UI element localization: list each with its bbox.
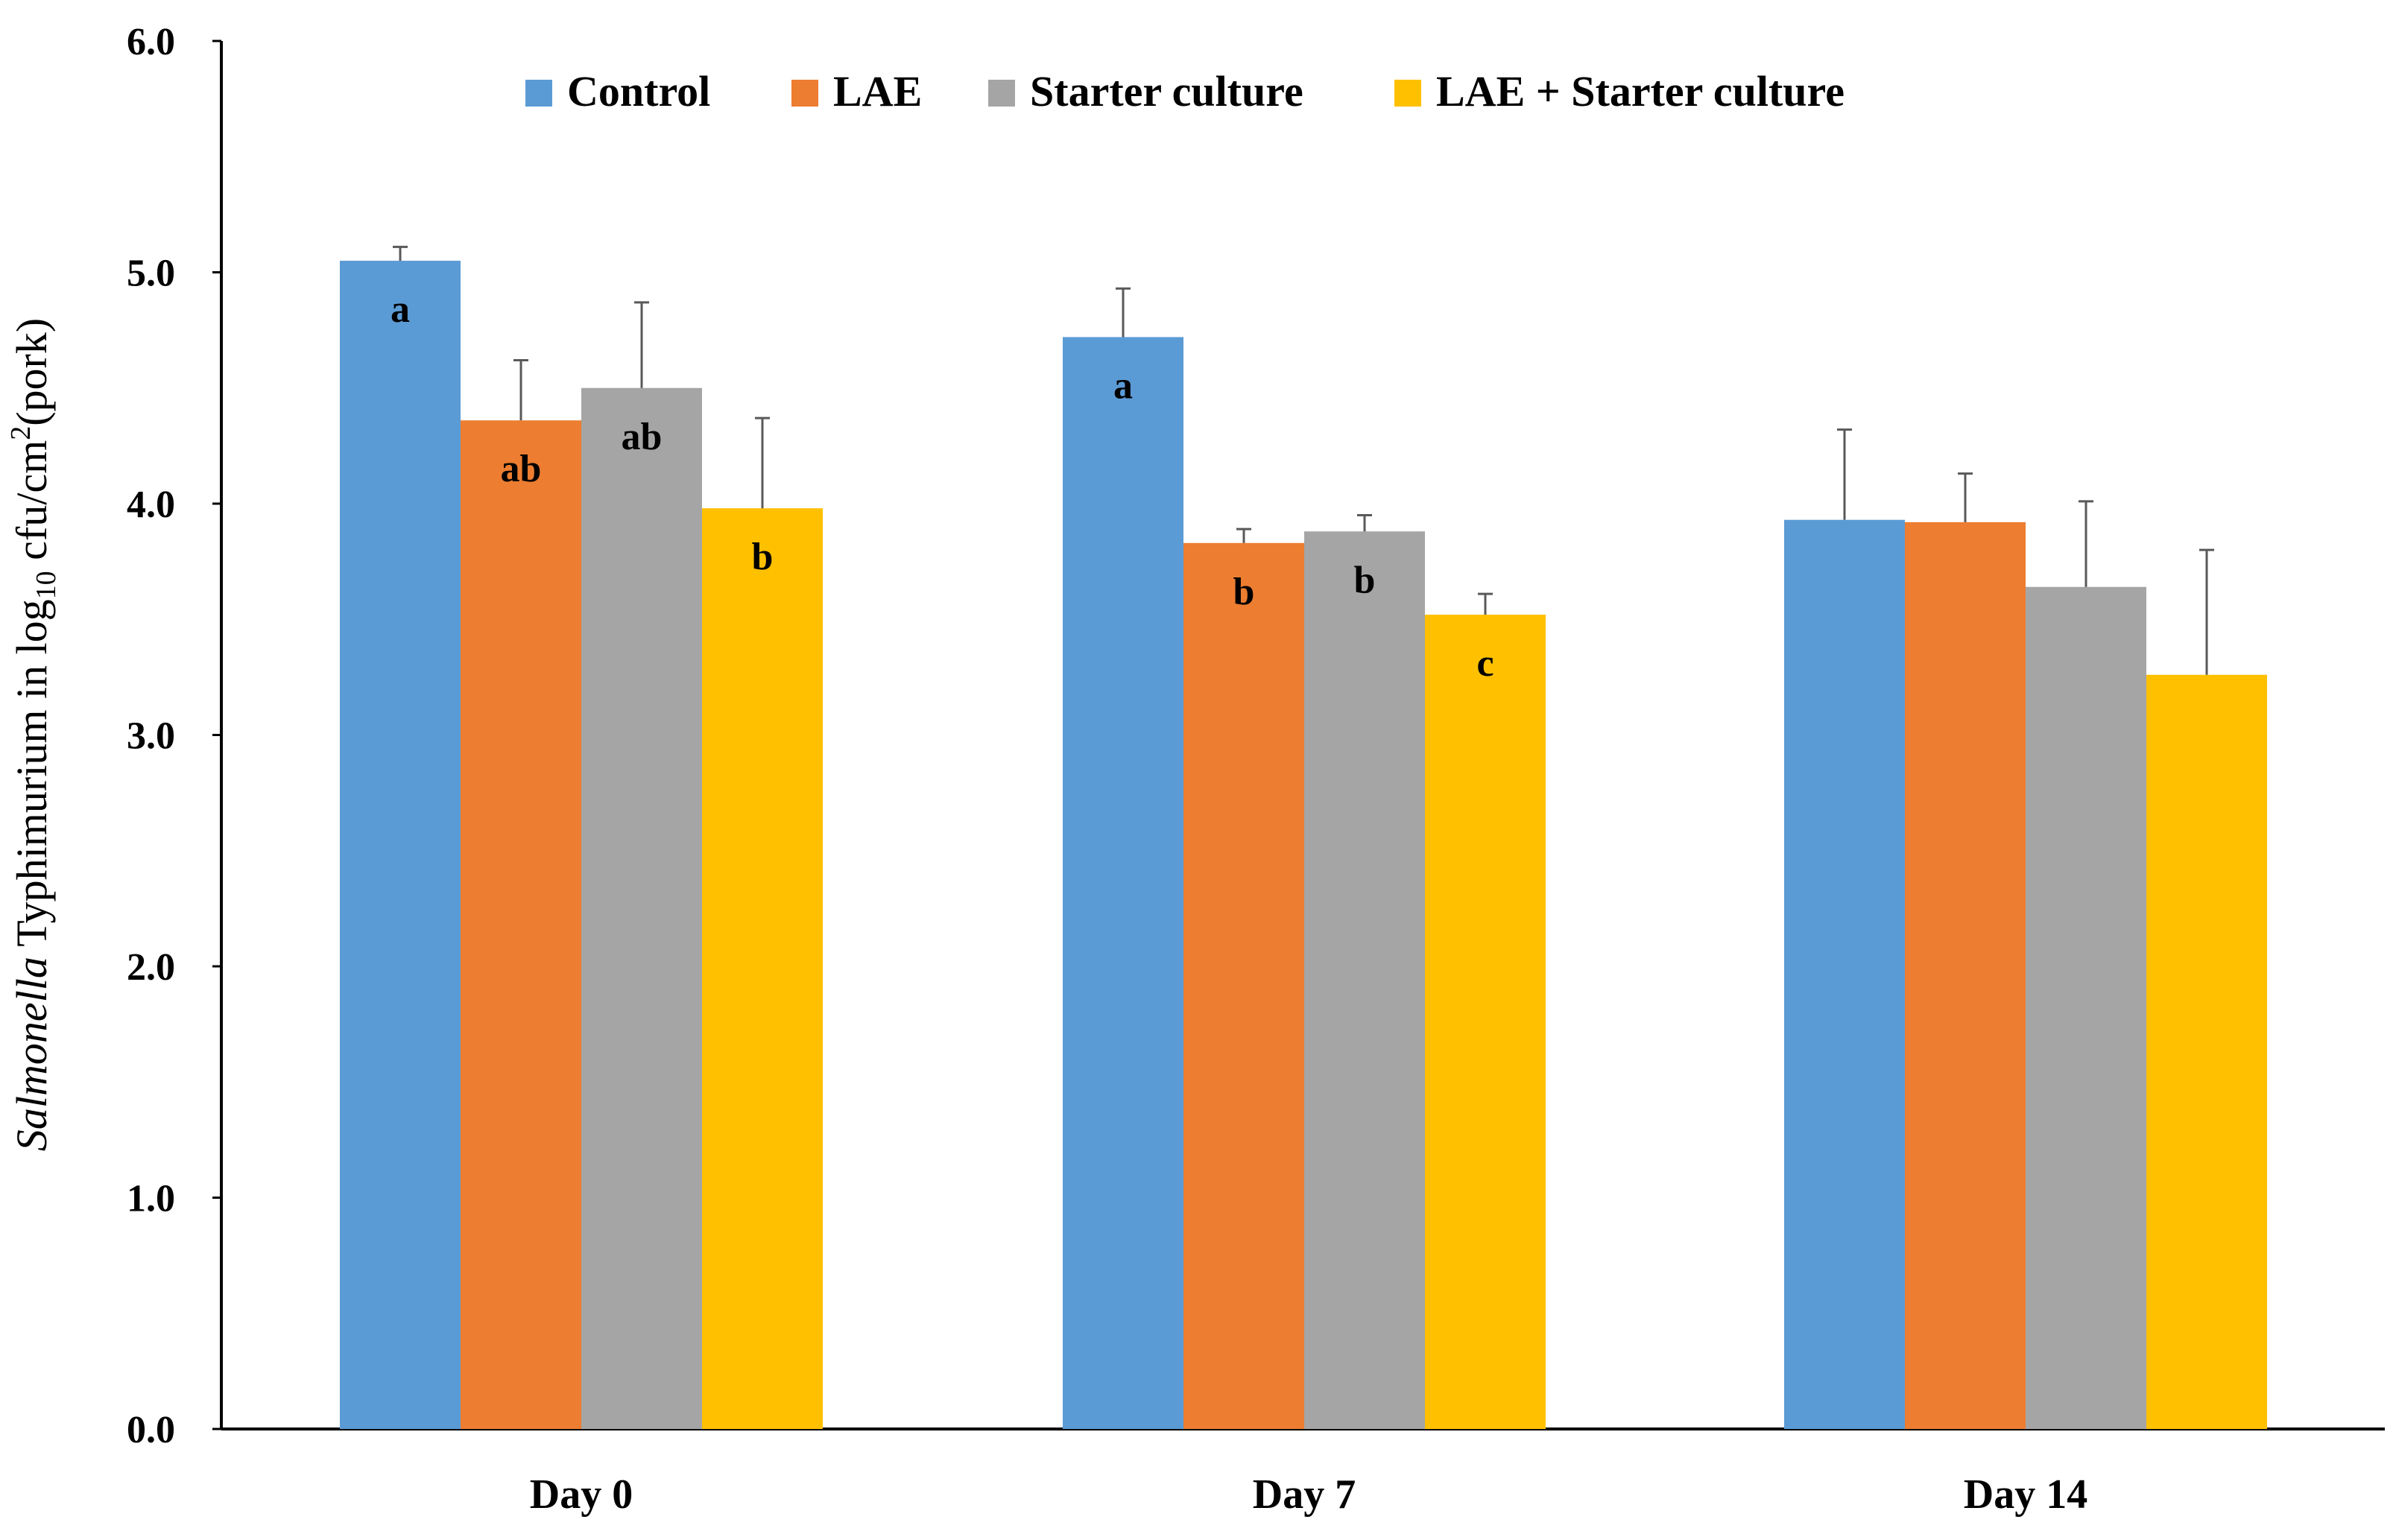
y-tick-label: 1.0	[127, 1178, 175, 1220]
y-axis-title-subscript: 10	[31, 571, 62, 599]
legend-swatch	[525, 80, 552, 107]
y-tick-label: 5.0	[127, 253, 175, 295]
legend-label: Control	[567, 67, 710, 115]
bar-lae-starter-culture-day-7	[1425, 615, 1546, 1429]
y-axis-title-unit: cfu/cm	[7, 440, 56, 571]
significance-label: ab	[622, 416, 663, 458]
y-tick-label: 0.0	[127, 1409, 175, 1451]
y-axis-title-main: Typhimurium in log	[7, 599, 56, 957]
bar-lae-starter-culture-day-14	[2146, 674, 2267, 1429]
error-bars-layer	[393, 245, 2214, 675]
significance-label: c	[1476, 642, 1493, 685]
y-tick-label: 3.0	[127, 715, 175, 758]
legend-swatch	[1394, 80, 1421, 107]
legend-label: LAE + Starter culture	[1436, 67, 1845, 115]
y-axis-title-superscript: 2	[5, 426, 37, 440]
y-axis-title-sample: (pork)	[7, 318, 56, 426]
significance-label: b	[752, 536, 774, 578]
bar-lae-day-7	[1183, 542, 1304, 1430]
significance-label: ab	[501, 448, 542, 490]
bar-starter-culture-day-0	[581, 387, 702, 1429]
y-axis-title-italic: Salmonella	[7, 957, 56, 1151]
y-tick-label: 2.0	[127, 946, 175, 989]
x-tick-label: Day 14	[1964, 1471, 2087, 1518]
y-tick-label: 6.0	[127, 21, 175, 63]
legend-label: Starter culture	[1030, 67, 1303, 115]
x-tick-label: Day 0	[530, 1471, 633, 1518]
significance-label: b	[1354, 559, 1376, 601]
x-tick-labels: Day 0 Day 7 Day 14	[530, 1471, 2087, 1518]
y-axis-title: Salmonella Typhimurium in log10 cfu/cm2(…	[5, 318, 62, 1151]
significance-label: a	[391, 288, 410, 331]
legend-swatch	[988, 80, 1015, 107]
y-tick-label: 4.0	[127, 484, 175, 526]
bar-lae-day-0	[461, 420, 581, 1429]
y-tick-labels: 0.0 1.0 2.0 3.0 4.0 5.0 6.0	[127, 21, 221, 1451]
bar-starter-culture-day-14	[2026, 586, 2146, 1429]
x-tick-label: Day 7	[1253, 1471, 1356, 1518]
bar-starter-culture-day-7	[1304, 531, 1425, 1429]
significance-label: a	[1113, 364, 1133, 407]
significance-label: b	[1233, 571, 1255, 613]
bar-lae-starter-culture-day-0	[702, 508, 823, 1430]
bars-layer	[340, 260, 2267, 1430]
legend: Control LAE Starter culture LAE + Starter c…	[525, 67, 1845, 115]
bar-lae-day-14	[1905, 522, 2026, 1429]
legend-swatch	[791, 80, 818, 107]
legend-label: LAE	[833, 67, 922, 115]
bar-control-day-14	[1784, 519, 1905, 1429]
bar-control-day-7	[1063, 337, 1183, 1430]
bar-control-day-0	[340, 260, 461, 1430]
